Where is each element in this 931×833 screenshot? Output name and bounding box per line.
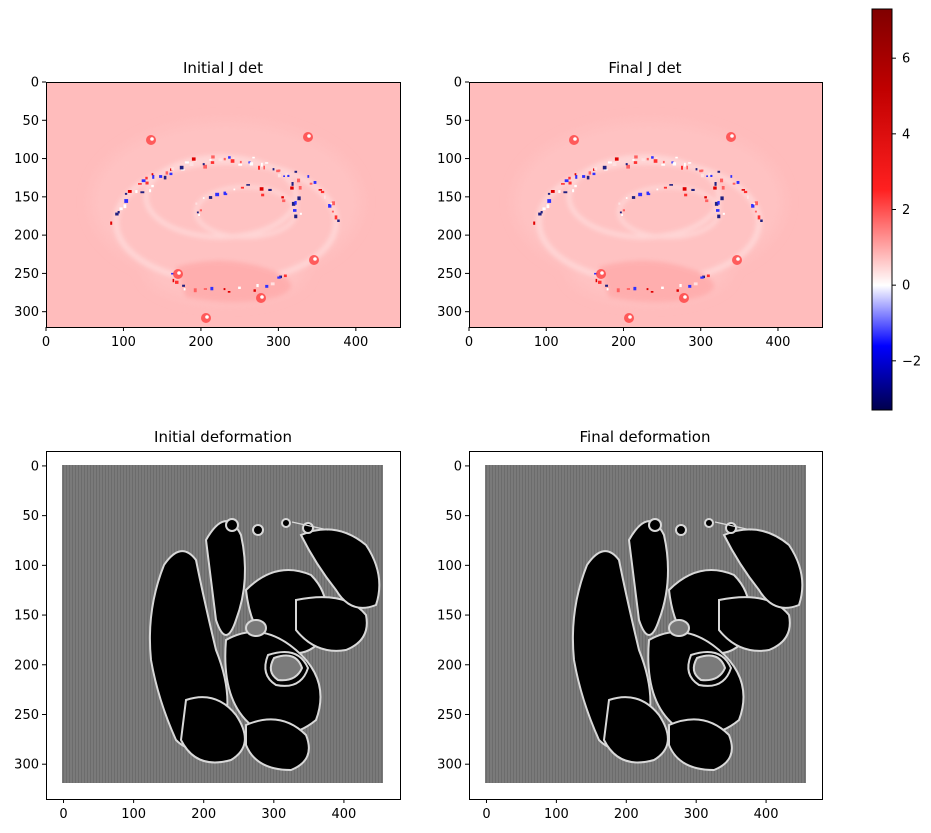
xtick-label-final-deformation: 200 [614,807,639,822]
ytick-label-initial-jdet: 300 [14,305,39,320]
panel-title-initial-deformation: Initial deformation [154,428,292,446]
ytick-label-final-deformation: 150 [437,609,462,624]
ytick-label-initial-deformation: 50 [22,509,39,524]
ytick-label-initial-jdet: 200 [14,229,39,244]
axes-frame-initial-deformation [46,451,401,800]
ytick-label-final-deformation: 50 [445,509,462,524]
colorbar-tick-label: 0 [902,279,910,294]
ytick-label-initial-jdet: 100 [14,152,39,167]
ytick-label-final-jdet: 250 [437,267,462,282]
xtick-label-final-jdet: 400 [766,335,791,350]
xtick-label-initial-deformation: 0 [59,807,67,822]
heatmap-final-jdet [469,82,823,327]
ytick-label-final-jdet: 150 [437,190,462,205]
ytick-label-final-jdet: 0 [454,76,462,91]
ytick-label-initial-jdet: 150 [14,190,39,205]
ytick-label-initial-deformation: 200 [14,658,39,673]
xtick-label-final-deformation: 0 [482,807,490,822]
ytick-label-initial-deformation: 150 [14,609,39,624]
xtick-label-final-deformation: 100 [544,807,569,822]
heatmap-initial-deformation [62,465,383,783]
colorbar [871,8,893,411]
axes-frame-initial-jdet [46,82,401,328]
panel-title-initial-jdet: Initial J det [183,59,263,77]
ytick-label-initial-deformation: 0 [31,459,39,474]
ytick-label-final-jdet: 100 [437,152,462,167]
ytick-label-final-jdet: 50 [445,114,462,129]
xtick-label-final-jdet: 100 [534,335,559,350]
heatmap-initial-jdet [46,82,400,327]
xtick-label-final-jdet: 300 [688,335,713,350]
xtick-label-initial-jdet: 400 [343,335,368,350]
panel-title-final-deformation: Final deformation [580,428,711,446]
xtick-label-final-deformation: 400 [754,807,779,822]
xtick-label-initial-jdet: 300 [266,335,291,350]
xtick-label-final-jdet: 0 [465,335,473,350]
ytick-label-final-deformation: 300 [437,758,462,773]
ytick-label-initial-jdet: 250 [14,267,39,282]
colorbar-tick-label: 2 [902,203,910,218]
ytick-label-initial-deformation: 100 [14,559,39,574]
ytick-label-final-jdet: 300 [437,305,462,320]
colorbar-tick-label: 6 [902,52,910,67]
colorbar-tick-label: −2 [902,354,921,369]
ytick-label-initial-deformation: 250 [14,708,39,723]
ytick-label-initial-jdet: 50 [22,114,39,129]
ytick-label-final-deformation: 200 [437,658,462,673]
ytick-label-initial-deformation: 300 [14,758,39,773]
xtick-label-initial-deformation: 400 [332,807,357,822]
colorbar-tick-label: 4 [902,127,910,142]
colorbar-gradient [871,8,893,411]
heatmap-final-deformation [485,465,806,783]
xtick-label-initial-jdet: 0 [42,335,50,350]
xtick-label-initial-deformation: 200 [191,807,216,822]
ytick-label-initial-jdet: 0 [31,76,39,91]
xtick-label-initial-deformation: 100 [121,807,146,822]
xtick-label-initial-jdet: 100 [111,335,136,350]
xtick-label-final-deformation: 300 [684,807,709,822]
panel-title-final-jdet: Final J det [608,59,681,77]
xtick-label-final-jdet: 200 [611,335,636,350]
ytick-label-final-jdet: 200 [437,229,462,244]
xtick-label-initial-jdet: 200 [189,335,214,350]
ytick-label-final-deformation: 100 [437,559,462,574]
ytick-label-final-deformation: 250 [437,708,462,723]
ytick-label-final-deformation: 0 [454,459,462,474]
xtick-label-initial-deformation: 300 [261,807,286,822]
axes-frame-final-deformation [469,451,823,800]
axes-frame-final-jdet [469,82,823,328]
